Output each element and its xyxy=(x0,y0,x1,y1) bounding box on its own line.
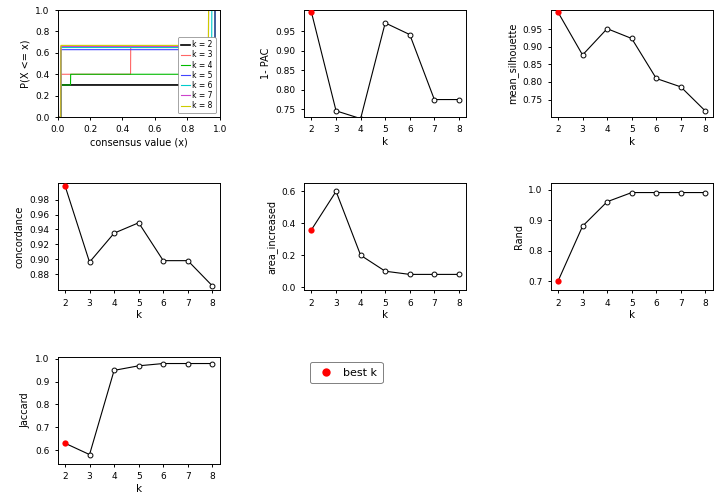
k = 6 xyxy=(128,44,137,50)
X-axis label: k: k xyxy=(629,137,635,147)
k = 4 xyxy=(128,71,137,77)
k = 5 xyxy=(211,7,220,13)
k = 7 xyxy=(128,43,137,49)
k = 6 xyxy=(53,114,62,120)
k = 6 xyxy=(61,44,70,50)
k = 6 xyxy=(215,7,224,13)
k = 4 xyxy=(211,7,220,13)
k = 3 xyxy=(211,7,220,13)
k = 4 xyxy=(181,71,189,77)
k = 3 xyxy=(132,44,141,50)
k = 3 xyxy=(211,7,220,13)
k = 8 xyxy=(204,7,213,13)
Y-axis label: Jaccard: Jaccard xyxy=(21,393,31,428)
Y-axis label: 1- PAC: 1- PAC xyxy=(261,48,271,79)
k = 3 xyxy=(53,114,62,120)
k = 7 xyxy=(211,7,220,13)
Line: k = 2: k = 2 xyxy=(58,10,220,117)
k = 4 xyxy=(53,114,62,120)
Legend: k = 2, k = 3, k = 4, k = 5, k = 6, k = 7, k = 8: k = 2, k = 3, k = 4, k = 5, k = 6, k = 7… xyxy=(178,37,216,113)
k = 3 xyxy=(215,7,224,13)
k = 8 xyxy=(181,42,189,48)
k = 6 xyxy=(211,7,220,13)
k = 7 xyxy=(215,7,224,13)
k = 6 xyxy=(181,44,189,50)
Y-axis label: P(X <= x): P(X <= x) xyxy=(21,39,31,88)
k = 4 xyxy=(211,7,220,13)
k = 5 xyxy=(211,7,220,13)
k = 5 xyxy=(211,7,220,13)
X-axis label: consensus value (x): consensus value (x) xyxy=(90,137,188,147)
k = 4 xyxy=(132,71,141,77)
k = 4 xyxy=(61,82,70,88)
k = 6 xyxy=(207,7,216,13)
X-axis label: k: k xyxy=(629,310,635,321)
k = 5 xyxy=(181,47,189,53)
k = 6 xyxy=(211,7,220,13)
Y-axis label: mean_silhouette: mean_silhouette xyxy=(507,23,518,104)
k = 7 xyxy=(181,43,189,49)
X-axis label: k: k xyxy=(382,310,388,321)
k = 5 xyxy=(128,47,137,53)
k = 3 xyxy=(61,71,70,77)
k = 2 xyxy=(215,7,224,13)
k = 2 xyxy=(53,114,62,120)
k = 7 xyxy=(132,43,141,49)
k = 4 xyxy=(215,7,224,13)
Line: k = 4: k = 4 xyxy=(58,10,220,117)
X-axis label: k: k xyxy=(382,137,388,147)
k = 7 xyxy=(204,7,213,13)
k = 6 xyxy=(132,44,141,50)
k = 7 xyxy=(61,43,70,49)
k = 8 xyxy=(132,42,141,48)
k = 7 xyxy=(53,114,62,120)
k = 5 xyxy=(132,47,141,53)
k = 4 xyxy=(211,7,220,13)
k = 2 xyxy=(128,82,137,88)
k = 7 xyxy=(211,7,220,13)
Y-axis label: area_increased: area_increased xyxy=(266,200,277,274)
Line: k = 3: k = 3 xyxy=(58,10,220,117)
k = 2 xyxy=(132,82,141,88)
X-axis label: k: k xyxy=(135,484,142,494)
k = 5 xyxy=(53,114,62,120)
k = 2 xyxy=(61,82,70,88)
Legend: best k: best k xyxy=(310,362,382,384)
k = 2 xyxy=(211,7,220,13)
k = 8 xyxy=(211,7,220,13)
X-axis label: k: k xyxy=(135,310,142,321)
k = 8 xyxy=(53,114,62,120)
k = 8 xyxy=(215,7,224,13)
Line: k = 8: k = 8 xyxy=(58,10,220,117)
k = 5 xyxy=(215,7,224,13)
Line: k = 7: k = 7 xyxy=(58,10,220,117)
k = 8 xyxy=(61,42,70,48)
k = 2 xyxy=(211,7,220,13)
Line: k = 5: k = 5 xyxy=(58,10,220,117)
Line: k = 6: k = 6 xyxy=(58,10,220,117)
k = 5 xyxy=(61,47,70,53)
Y-axis label: concordance: concordance xyxy=(15,206,25,268)
k = 3 xyxy=(211,7,220,13)
k = 8 xyxy=(128,42,137,48)
k = 2 xyxy=(211,7,220,13)
k = 2 xyxy=(181,82,189,88)
Y-axis label: Rand: Rand xyxy=(514,224,523,249)
k = 3 xyxy=(128,44,137,50)
k = 3 xyxy=(181,44,189,50)
k = 8 xyxy=(211,7,220,13)
